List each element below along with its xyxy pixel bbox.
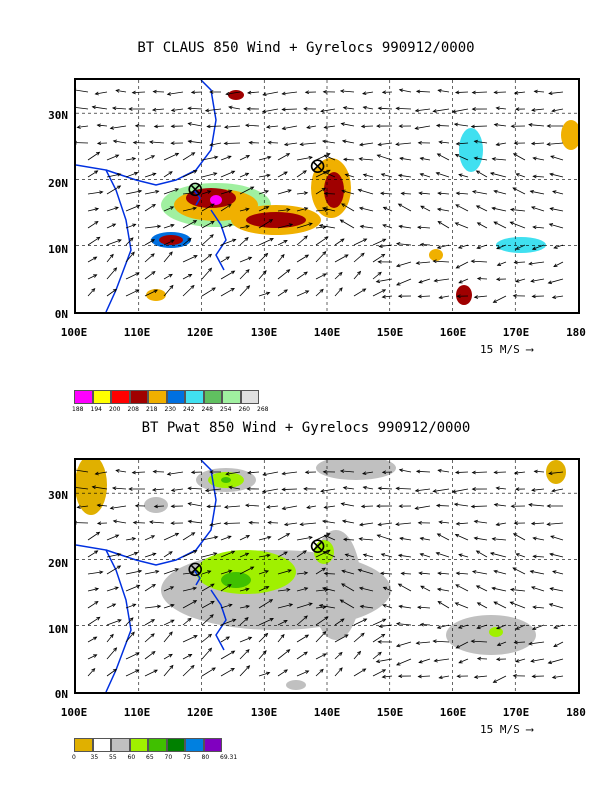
colorbar-swatch-6 <box>166 390 185 404</box>
panel2-wind-vectors <box>76 468 564 683</box>
panel1-lon-120e: 120E <box>186 326 214 339</box>
panel1-wind-vectors <box>76 88 564 303</box>
colorbar-swatch-8 <box>203 390 222 404</box>
colorbar-label-8: 80 <box>201 754 210 761</box>
panel1-map-graphic <box>76 80 578 312</box>
panel2-lon-120e: 120E <box>186 706 214 719</box>
colorbar-label-7: 242 <box>183 406 195 413</box>
colorbar-label-11: 268 <box>257 406 269 413</box>
panel2-grid <box>76 460 578 692</box>
colorbar-label-6: 70 <box>164 754 173 761</box>
colorbar-label-7: 75 <box>183 754 191 761</box>
colorbar-label-8: 248 <box>201 406 213 413</box>
colorbar-swatch-1 <box>74 738 93 752</box>
colorbar-swatch-5 <box>148 738 167 752</box>
panel1-lat-10n: 10N <box>48 243 68 256</box>
gyre-marker-1 <box>188 182 203 197</box>
panel1-gyre-markers <box>188 159 325 197</box>
colorbar-label-9: 254 <box>220 406 232 413</box>
panel1-lat-30n: 30N <box>48 109 68 122</box>
colorbar-swatch-7 <box>185 390 204 404</box>
colorbar-swatch-6 <box>166 738 185 752</box>
colorbar-label-5: 65 <box>146 754 154 761</box>
colorbar-label-1: 188 <box>72 406 84 413</box>
colorbar-swatch-7 <box>185 738 204 752</box>
panel2-lat-0n: 0N <box>54 688 68 701</box>
panel1-convection-field <box>146 90 578 305</box>
colorbar-swatch-1 <box>74 390 93 404</box>
panel1-lon-180: 180 <box>566 326 586 339</box>
colorbar-label-5: 218 <box>146 406 158 413</box>
panel1-lat-0n: 0N <box>54 308 68 321</box>
gyre-marker-2 <box>310 159 325 173</box>
panel1-title: BT CLAUS 850 Wind + Gyrelocs 990912/0000 <box>137 40 475 56</box>
panel2-map-graphic <box>76 460 578 692</box>
colorbar-label-9: 69.31 <box>220 754 238 761</box>
panel2-lon-160e: 160E <box>439 706 467 719</box>
panel1-grid <box>76 80 578 312</box>
panel2-scale-label: 15 M/S ⟶ <box>480 723 533 736</box>
panel2-lon-180: 180 <box>566 706 586 719</box>
panel1-map <box>74 78 580 314</box>
panel2-title: BT Pwat 850 Wind + Gyrelocs 990912/0000 <box>141 420 471 436</box>
panel1-lon-140e: 140E <box>313 326 341 339</box>
colorbar-label-4: 60 <box>127 754 136 761</box>
panel1-colorbar <box>74 390 259 404</box>
panel2-lat-20n: 20N <box>48 557 68 570</box>
colorbar-swatch-3 <box>111 738 130 752</box>
gyre-marker-2 <box>310 539 325 553</box>
panel2-lon-100e: 100E <box>60 706 88 719</box>
panel2-lon-170e: 170E <box>502 706 530 719</box>
panel1-lon-110e: 110E <box>123 326 151 339</box>
panel2-lat-30n: 30N <box>48 489 68 502</box>
colorbar-label-2: 35 <box>90 754 99 761</box>
gyre-marker-1 <box>188 562 203 577</box>
panel1-lon-170e: 170E <box>502 326 530 339</box>
colorbar-swatch-5 <box>148 390 167 404</box>
panel1-lon-100e: 100E <box>60 326 88 339</box>
panel2-lon-110e: 110E <box>123 706 151 719</box>
panel2-lon-130e: 130E <box>250 706 278 719</box>
colorbar-swatch-8 <box>203 738 222 752</box>
colorbar-swatch-10 <box>240 390 259 404</box>
panel2-lon-140e: 140E <box>313 706 341 719</box>
panel2-lat-10n: 10N <box>48 623 68 636</box>
colorbar-swatch-4 <box>129 738 148 752</box>
colorbar-label-3: 55 <box>109 754 117 761</box>
panel2-lon-150e: 150E <box>376 706 404 719</box>
colorbar-swatch-2 <box>92 390 111 404</box>
colorbar-swatch-2 <box>92 738 111 752</box>
colorbar-label-3: 200 <box>109 406 121 413</box>
colorbar-swatch-3 <box>111 390 130 404</box>
colorbar-swatch-4 <box>129 390 148 404</box>
colorbar-swatch-9 <box>222 390 241 404</box>
panel2-map <box>74 458 580 694</box>
colorbar-label-10: 260 <box>238 406 250 413</box>
panel2-gyre-markers <box>188 539 325 577</box>
panel2-colorbar <box>74 738 222 752</box>
panel1-lon-160e: 160E <box>439 326 467 339</box>
panel1-lon-150e: 150E <box>376 326 404 339</box>
panel1-scale-label: 15 M/S ⟶ <box>480 343 533 356</box>
colorbar-label-4: 208 <box>127 406 139 413</box>
panel1-lon-130e: 130E <box>250 326 278 339</box>
colorbar-label-6: 230 <box>164 406 176 413</box>
colorbar-label-1: 0 <box>72 754 76 761</box>
colorbar-label-2: 194 <box>90 406 102 413</box>
panel1-lat-20n: 20N <box>48 177 68 190</box>
